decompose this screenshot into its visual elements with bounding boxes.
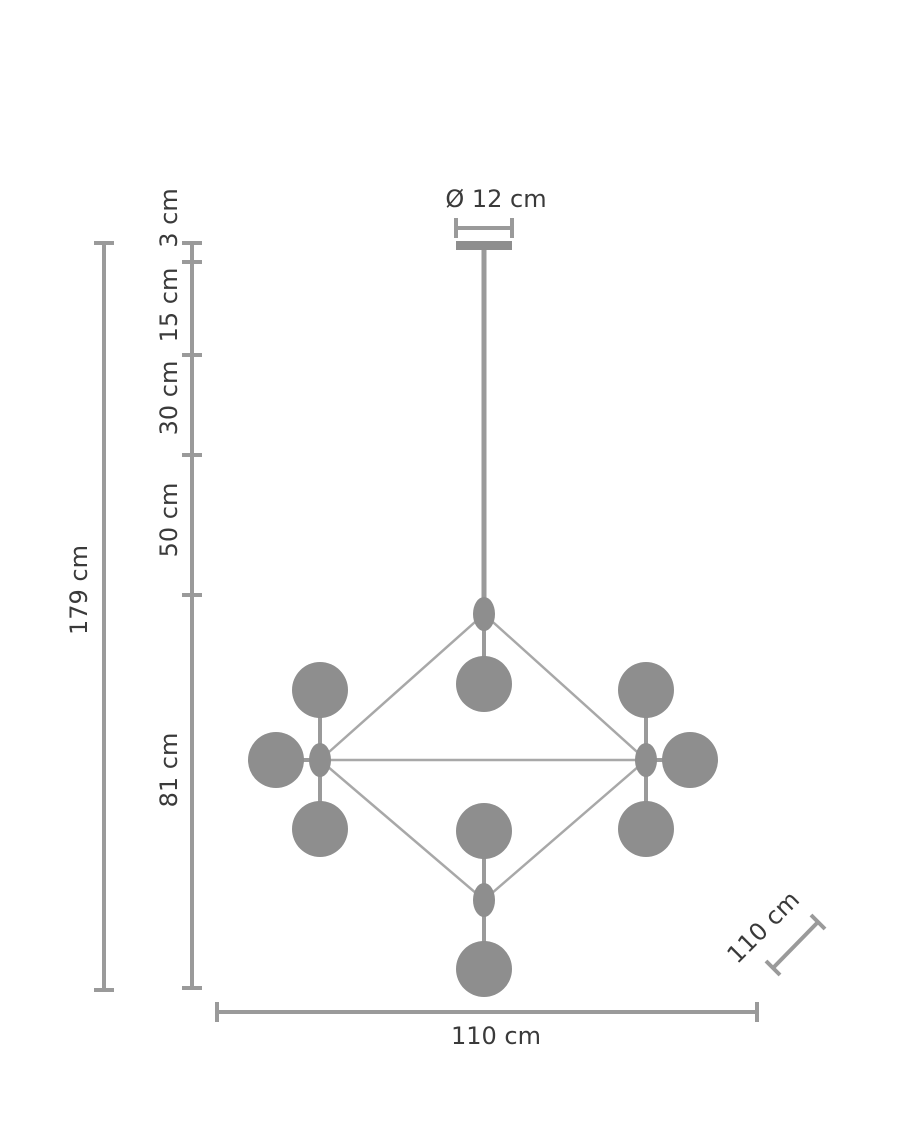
width-dimension: [215, 1002, 759, 1022]
diameter-label: Ø 12 cm: [445, 185, 546, 213]
depth-dimension: [764, 913, 827, 977]
width-label: 110 cm: [451, 1022, 541, 1050]
segment-label: 15 cm: [155, 268, 183, 343]
lamp: [248, 241, 718, 997]
segment-label: 50 cm: [155, 483, 183, 558]
diameter-dimension: [454, 218, 514, 238]
segment-dimension: [182, 241, 202, 990]
segment-label: 3 cm: [155, 188, 183, 247]
height-dimension: [94, 241, 114, 992]
height-label: 179 cm: [65, 545, 93, 635]
depth-label: 110 cm: [722, 886, 805, 969]
segment-label: 30 cm: [155, 361, 183, 436]
segment-label: 81 cm: [155, 733, 183, 808]
